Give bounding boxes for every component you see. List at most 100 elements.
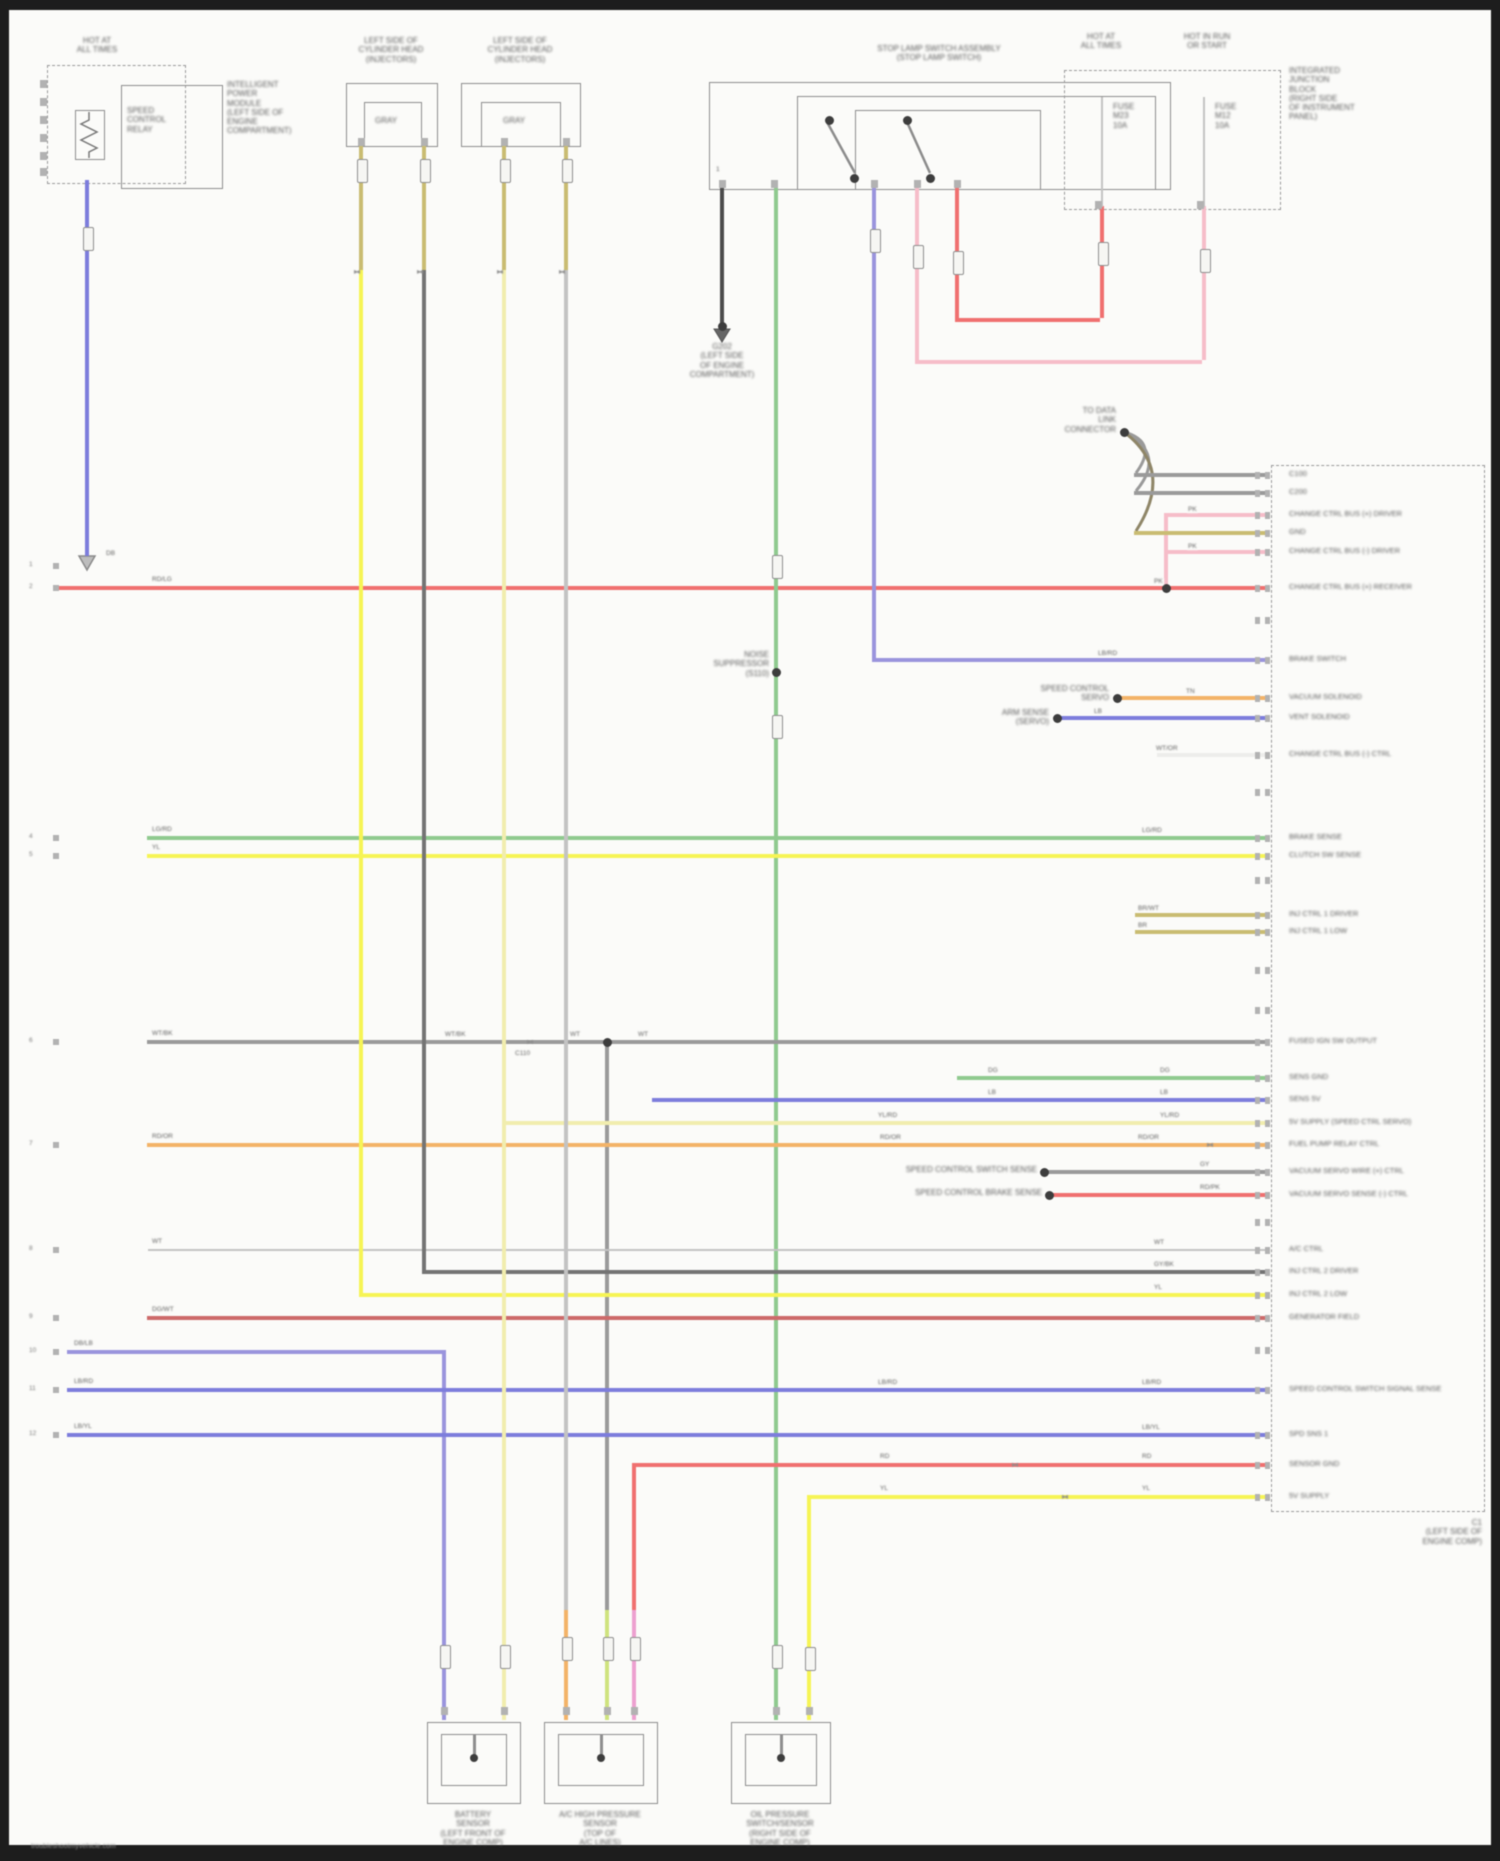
pcm-pin	[1265, 1192, 1270, 1199]
pcm-pin	[1265, 1007, 1270, 1014]
inline-connector	[561, 1637, 573, 1661]
wire-color-code: YL	[879, 1485, 889, 1492]
servo-yellow	[807, 1495, 1266, 1499]
switch-ground-black	[720, 186, 724, 325]
wire-color-code: GY/BK	[1153, 1261, 1175, 1268]
pcm-pin	[1255, 1315, 1260, 1322]
pcm-row-label: CHANGE CTRL BUS (-) DRIVER	[1289, 546, 1400, 555]
vacuum-orange	[1115, 696, 1266, 700]
wire-color-code: RD	[879, 1453, 891, 1460]
fuse-right-label: FUSE M12 10A	[1215, 102, 1237, 130]
wire-color-code: RD/OR	[151, 1133, 174, 1140]
stop-lamp-switch-inner2	[855, 110, 1041, 190]
pcm-row-label: CHANGE CTRL BUS (+) DRIVER	[1289, 509, 1402, 518]
splice-dot	[1044, 1190, 1054, 1200]
wire-color-code: TN	[1185, 688, 1196, 695]
splice-dot	[1161, 583, 1171, 593]
left-pin-number: 1	[29, 561, 33, 568]
inline-connector	[804, 1647, 816, 1671]
left-pin-number: 8	[29, 1245, 33, 1252]
oil-pressure-sensor-box	[731, 1722, 831, 1804]
pcm-pin	[1255, 530, 1260, 537]
terminal-pin	[562, 138, 570, 146]
pcm-pin	[1265, 1219, 1270, 1226]
fusebox-right-label: INTEGRATED JUNCTION BLOCK (RIGHT SIDE OF…	[1289, 66, 1355, 122]
splice-dot	[1039, 1167, 1049, 1177]
fuse-red-loop	[955, 318, 1100, 322]
bus-pink-2	[1164, 550, 1266, 554]
inline-connector	[356, 159, 368, 183]
pcm-row-label: CHANGE CTRL BUS (-) CTRL	[1289, 749, 1392, 758]
wire-color-code: LB	[1159, 1089, 1169, 1096]
inline-connector	[952, 251, 964, 275]
bus-white	[1157, 753, 1266, 757]
junction-block-label: INTELLIGENT POWER MODULE (LEFT SIDE OF E…	[227, 80, 292, 136]
hot-in-run: HOT IN RUN OR START	[1183, 32, 1231, 51]
left-pin-number: 7	[29, 1140, 33, 1147]
pcm-row-label: FUSED IGN SW OUTPUT	[1289, 1036, 1377, 1045]
wire-color-code: LG/RD	[1141, 827, 1163, 834]
pcm-pin	[1255, 1097, 1260, 1104]
servo-red	[632, 1463, 1266, 1467]
spdctrl-blue-1	[67, 1388, 1266, 1392]
paleyellow-long	[502, 270, 506, 1721]
wire-color-code: WT/OR	[1155, 745, 1179, 752]
supply-yellow	[502, 1121, 1266, 1125]
left-pin-number: 9	[29, 1313, 33, 1320]
pcm-pin	[1255, 1269, 1260, 1276]
switch-title: STOP LAMP SWITCH ASSEMBLY (STOP LAMP SWI…	[877, 44, 1001, 63]
relay-label: SPEED CONTROL RELAY	[127, 106, 167, 134]
pcm-pin	[1255, 1347, 1260, 1354]
sensor-inner-tick	[473, 1734, 476, 1756]
wire-color-code: LB/RD	[1141, 1379, 1163, 1386]
wire-color-code: WT	[637, 1031, 650, 1038]
pcm-pin	[1265, 512, 1270, 519]
relay-box	[121, 85, 223, 189]
data-gray-1	[1134, 473, 1266, 477]
ign-gray-main	[147, 1040, 1266, 1044]
inj-b1-top	[502, 143, 506, 271]
pcm-pin	[1255, 695, 1260, 702]
pcm-pin	[1265, 1387, 1270, 1394]
pcm-connector-box	[1271, 465, 1485, 1512]
pcm-pin	[1265, 657, 1270, 664]
pcm-pin	[1255, 490, 1260, 497]
orange-red-main	[147, 1143, 1266, 1147]
left-pin	[53, 585, 59, 591]
left-pin	[53, 1039, 59, 1045]
connector-bowtie: ▸◂	[497, 267, 503, 276]
pcm-pin	[1265, 1169, 1270, 1176]
splice-dot	[1052, 713, 1062, 723]
left-pin-number: 5	[29, 851, 33, 858]
pcm-row-label: SPD SNS 1	[1289, 1429, 1329, 1438]
pcm-pin	[1265, 789, 1270, 796]
fuse-left-element	[1101, 97, 1103, 207]
pcm-pin	[1255, 752, 1260, 759]
relay-coil-box	[75, 110, 105, 160]
wire-color-code: PK	[1187, 506, 1198, 513]
servo-magenta-drop	[632, 1610, 636, 1721]
wire-color-code: LB/RD	[73, 1378, 95, 1385]
pcm-row-label: 5V SUPPLY	[1289, 1491, 1330, 1500]
wire-color-code: RD/OR	[1137, 1134, 1160, 1141]
terminal-pin	[772, 1707, 780, 1715]
relay-coil	[79, 112, 99, 158]
left-pin-number: 11	[29, 1385, 36, 1392]
relay-feed-blue	[85, 180, 89, 557]
pcm-pin	[1255, 967, 1260, 974]
pcm-pin	[1265, 1462, 1270, 1469]
wire-color-code: WT	[1153, 1239, 1166, 1246]
wire-color-code: RD	[1141, 1453, 1153, 1460]
connector-bowtie: ▸◂	[559, 267, 565, 276]
sensor-inner-dot	[777, 1754, 785, 1762]
wire-color-code: BR	[1137, 922, 1149, 929]
left-pin	[53, 1387, 59, 1393]
wire-color-code: RD/PK	[1199, 1184, 1221, 1191]
brake-sense-label: SPEED CONTROL BRAKE SENSE	[915, 1188, 1042, 1197]
diagram-canvas: troubleshootmyvehicle.com ▸◂ ▸◂ ▸◂ ▸◂ ▸◂ ▸◂ ▸◂…	[9, 10, 1491, 1850]
fuse-pink-loop	[1202, 206, 1206, 360]
green-main	[147, 836, 1266, 840]
pcm-pin	[1255, 1007, 1260, 1014]
connector-bowtie: ▸◂	[1012, 1460, 1018, 1469]
